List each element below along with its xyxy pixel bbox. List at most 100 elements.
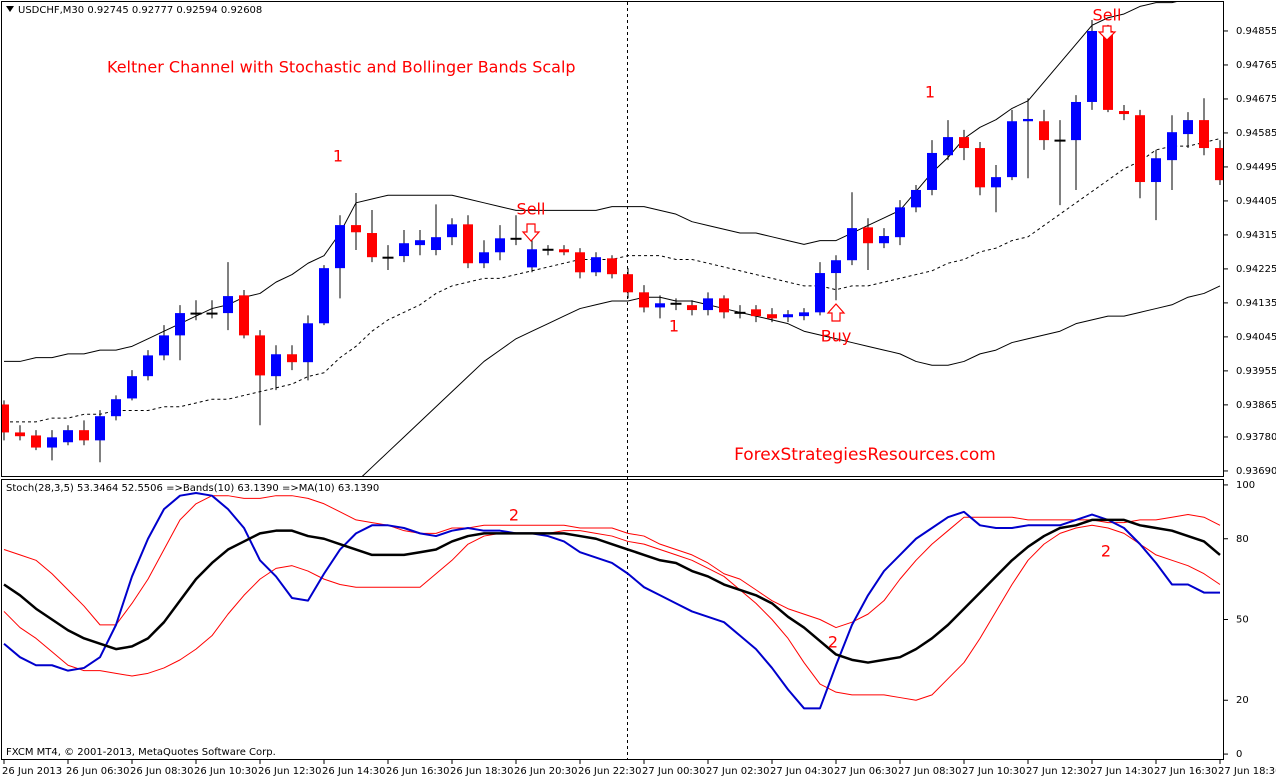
candle-body — [1023, 118, 1033, 122]
x-tick-label: 27 Jun 08:30 — [898, 766, 962, 777]
candle-body — [559, 249, 569, 253]
candle-body — [2, 404, 9, 433]
x-tick-label: 26 Jun 16:30 — [386, 766, 450, 777]
annotation: Keltner Channel with Stochastic and Boll… — [107, 58, 576, 77]
candle-body — [479, 252, 489, 264]
x-tick-label: 27 Jun 16:30 — [1154, 766, 1218, 777]
stoch-panel — [1, 479, 1224, 760]
sell-arrow — [521, 223, 541, 242]
annotation: 1 — [925, 83, 935, 102]
candle-body — [351, 225, 361, 233]
candle-body — [687, 305, 697, 311]
candle-body — [287, 354, 297, 363]
candle-body — [1119, 111, 1129, 115]
x-tick-label: 27 Jun 00:30 — [642, 766, 706, 777]
x-tick-label: 27 Jun 10:30 — [962, 766, 1026, 777]
price-panel — [1, 1, 1224, 477]
y-tick-label: 0.94315 — [1236, 230, 1276, 241]
candle-body — [255, 335, 265, 376]
buy-arrow — [826, 303, 846, 322]
candle-body — [399, 243, 409, 257]
y-tick-label: 0.93865 — [1236, 400, 1276, 411]
candle-body — [319, 268, 329, 324]
candle-body — [303, 323, 313, 363]
annotation: Sell — [517, 200, 546, 219]
candle-body — [734, 311, 746, 314]
indicator-line — [3, 518, 1221, 664]
candle-body — [879, 236, 889, 244]
candle-body — [382, 256, 394, 259]
x-tick-label: 26 Jun 14:30 — [322, 766, 386, 777]
candle-body — [751, 309, 761, 317]
stoch-plot — [3, 492, 1221, 710]
candle-body — [143, 355, 153, 377]
candle-body — [591, 257, 601, 273]
indicator-line — [3, 492, 1220, 710]
y-tick-label: 0.94855 — [1236, 26, 1276, 37]
candle-body — [670, 302, 682, 305]
candle-body — [815, 273, 825, 313]
candle-body — [335, 225, 345, 269]
candle-body — [239, 295, 249, 336]
x-tick-label: 26 Jun 18:30 — [450, 766, 514, 777]
candle-body — [575, 252, 585, 273]
candle-body — [703, 298, 713, 311]
axes: 0.94855 0.94765 0.94675 0.94585 0.94495 0.944… — [2, 26, 1276, 777]
candle-body — [943, 137, 953, 156]
candle-body — [527, 249, 537, 268]
candle-body — [927, 152, 937, 190]
candle-body — [1054, 139, 1066, 142]
candle-body — [991, 177, 1001, 188]
indicator-header: Stoch(28,3,5) 53.3464 52.5506 =>Bands(10… — [6, 483, 379, 494]
x-tick-label: 27 Jun 02:30 — [706, 766, 770, 777]
price-plot — [2, 2, 1223, 476]
footer: FXCM MT4, © 2001-2013, MetaQuotes Softwa… — [6, 747, 276, 758]
candle-body — [1183, 120, 1193, 135]
candle-body — [911, 189, 921, 208]
candle-body — [895, 207, 905, 238]
candle-body — [1007, 121, 1017, 178]
candle-body — [623, 274, 633, 293]
annotation: ForexStrategiesResources.com — [734, 445, 996, 465]
x-tick-label: 27 Jun 12:30 — [1026, 766, 1090, 777]
y-tick-label: 0.94225 — [1236, 264, 1276, 275]
candle-body — [367, 233, 377, 258]
x-tick-label: 26 Jun 06:30 — [66, 766, 130, 777]
candle-body — [79, 430, 89, 441]
y-tick-label: 0.94405 — [1236, 196, 1276, 207]
candle-body — [206, 312, 218, 315]
candle-body — [95, 416, 105, 441]
indicator-line — [3, 524, 1221, 701]
candle-body — [831, 260, 841, 274]
x-tick-label: 26 Jun 20:30 — [514, 766, 578, 777]
candle-body — [655, 303, 665, 308]
candle-body — [63, 430, 73, 443]
annotation: 1 — [333, 147, 343, 166]
annotations: Keltner Channel with Stochastic and Boll… — [107, 6, 1121, 652]
candle-body — [175, 313, 185, 336]
y-tick-label: 0 — [1236, 749, 1242, 760]
candle-body — [495, 238, 505, 253]
x-tick-label: 26 Jun 12:30 — [258, 766, 322, 777]
candle-body — [719, 298, 729, 313]
candle-body — [127, 376, 137, 399]
candle-body — [47, 437, 57, 448]
y-tick-label: 0.94495 — [1236, 162, 1276, 173]
candle-body — [223, 296, 233, 314]
x-tick-label: 26 Jun 08:30 — [130, 766, 194, 777]
chart-header: USDCHF,M30 0.92745 0.92777 0.92594 0.926… — [18, 5, 262, 16]
annotation: Buy — [821, 327, 852, 346]
y-tick-label: 0.93690 — [1236, 466, 1276, 477]
candle-body — [863, 227, 873, 244]
x-tick-label: 27 Jun 14:30 — [1090, 766, 1154, 777]
x-tick-label: 27 Jun 04:30 — [770, 766, 834, 777]
candle-body — [415, 240, 425, 246]
x-tick-label: 27 Jun 18:30 — [1218, 766, 1276, 777]
x-tick-label: 26 Jun 22:30 — [578, 766, 642, 777]
candle-body — [1039, 121, 1049, 141]
candle-body — [1151, 158, 1161, 183]
candle-body — [159, 335, 169, 356]
